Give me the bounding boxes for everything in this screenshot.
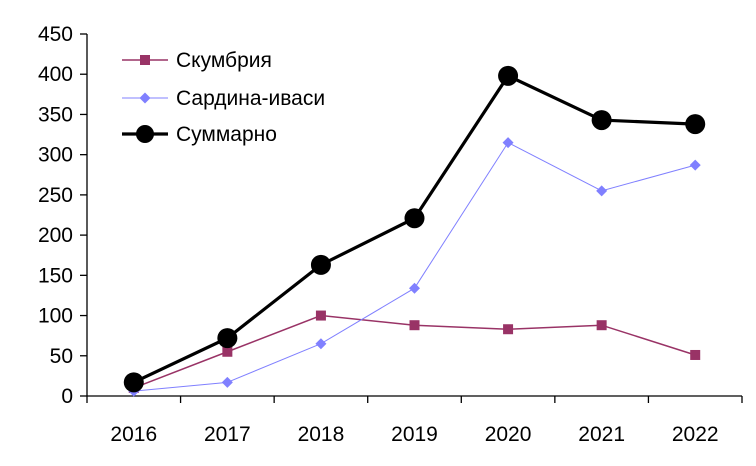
- y-tick-label: 300: [38, 144, 73, 167]
- data-point: [404, 208, 425, 229]
- series-3: [123, 65, 706, 393]
- y-tick-label: 200: [38, 224, 73, 247]
- x-tick-label: 2022: [672, 423, 719, 446]
- data-point: [409, 320, 420, 331]
- legend-label: Скумбрия: [176, 49, 272, 72]
- data-point: [315, 310, 326, 321]
- x-tick-label: 2016: [110, 423, 157, 446]
- data-point: [596, 320, 607, 331]
- series-layer: [123, 65, 706, 397]
- data-point: [123, 372, 144, 393]
- data-point: [503, 324, 514, 335]
- data-point: [591, 110, 612, 131]
- legend-item: Суммарно: [122, 123, 277, 146]
- series-1: [128, 310, 701, 393]
- data-point: [685, 114, 706, 135]
- x-tick-label: 2018: [298, 423, 345, 446]
- data-point: [315, 338, 327, 350]
- data-point: [217, 328, 238, 349]
- y-tick-label: 350: [38, 103, 73, 126]
- series-2: [128, 137, 701, 397]
- x-tick-label: 2021: [578, 423, 625, 446]
- legend-item: Сардина-иваси: [122, 87, 325, 110]
- data-point: [409, 282, 420, 294]
- legend-swatch-marker: [139, 92, 151, 104]
- data-point: [222, 346, 233, 357]
- y-tick-label: 400: [38, 63, 73, 86]
- y-tick-label: 150: [38, 264, 73, 287]
- x-tick-label: 2020: [485, 423, 532, 446]
- data-point: [310, 254, 331, 275]
- legend-item: Скумбрия: [122, 49, 272, 72]
- data-point: [502, 137, 514, 149]
- data-point: [596, 185, 608, 197]
- data-point: [221, 376, 233, 388]
- legend: Скумбрия Сардина-иваси Суммарно: [122, 49, 325, 146]
- y-tick-label: 50: [50, 345, 73, 368]
- data-point: [498, 65, 519, 86]
- legend-label: Сардина-иваси: [176, 87, 325, 110]
- axes: 0 50 100 150 200 250 300 350 400 450 2016 2017 2018 2…: [38, 23, 743, 446]
- y-tick-label: 100: [38, 305, 73, 328]
- legend-label: Суммарно: [176, 123, 277, 146]
- x-tick-label: 2017: [204, 423, 251, 446]
- y-tick-label: 250: [38, 184, 73, 207]
- y-tick-label: 0: [61, 385, 73, 408]
- legend-swatch-marker: [136, 125, 154, 143]
- legend-swatch-marker: [140, 55, 150, 65]
- y-tick-label: 450: [38, 23, 73, 46]
- series-line: [133, 141, 696, 392]
- x-tick-label: 2019: [391, 423, 438, 446]
- data-point: [689, 159, 701, 171]
- data-point: [690, 349, 701, 360]
